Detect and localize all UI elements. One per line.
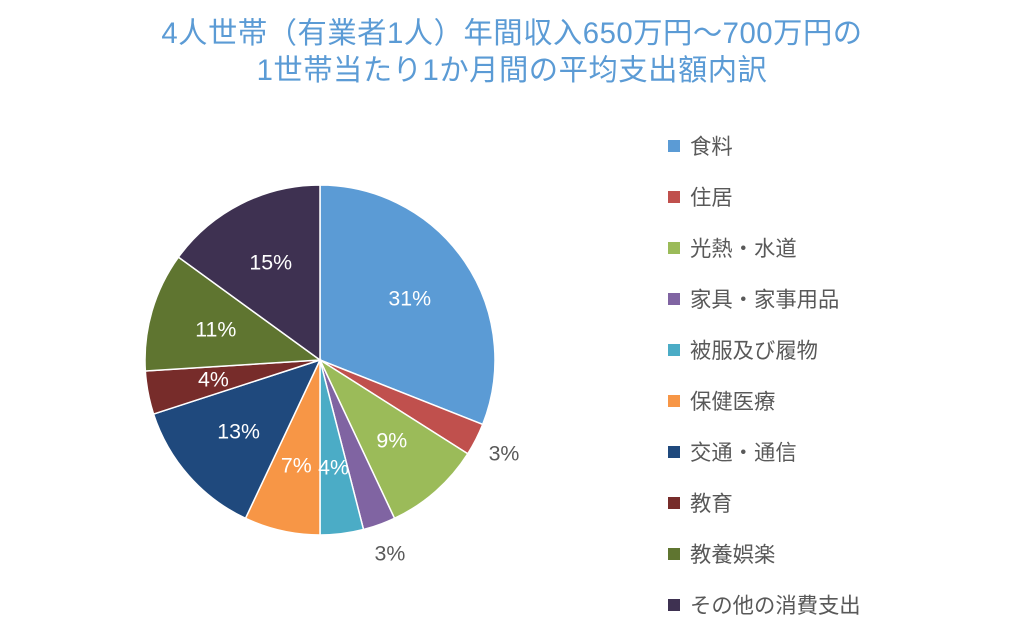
legend-item: 住居 [668,181,861,212]
legend-item: 保健医療 [668,385,861,416]
legend-label: 食料 [690,130,733,161]
legend-swatch [668,191,680,203]
chart-title-line1: 4人世帯（有業者1人）年間収入650万円～700万円の [0,16,1024,53]
legend-item: 教育 [668,487,861,518]
legend-label: 住居 [690,181,733,212]
pie-slice-label: 9% [376,429,407,454]
legend-swatch [668,395,680,407]
legend-swatch [668,548,680,560]
legend-label: 保健医療 [690,385,775,416]
pie-slice-label: 31% [388,287,431,312]
legend-item: 教養娯楽 [668,538,861,569]
legend-swatch [668,293,680,305]
pie-slice-label: 3% [375,542,406,567]
legend-item: 被服及び履物 [668,334,861,365]
pie-slice-label: 7% [281,453,312,478]
legend-item: 食料 [668,130,861,161]
legend-swatch [668,446,680,458]
pie-slice-label: 13% [217,419,260,444]
pie-slice-label: 4% [318,455,349,480]
pie-slice-label: 3% [489,441,520,466]
legend-label: 交通・通信 [690,436,797,467]
pie-plot: 31%3%9%3%4%7%13%4%11%15% [145,185,495,535]
legend-swatch [668,344,680,356]
legend-label: 教育 [690,487,733,518]
legend-item: 光熱・水道 [668,232,861,263]
pie-slice-label: 4% [198,368,229,393]
legend-item: その他の消費支出 [668,589,861,620]
legend-label: 教養娯楽 [690,538,775,569]
legend: 食料住居光熱・水道家具・家事用品被服及び履物保健医療交通・通信教育教養娯楽その他… [668,130,861,620]
chart-title: 4人世帯（有業者1人）年間収入650万円～700万円の 1世帯当たり1か月間の平… [0,16,1024,89]
legend-label: その他の消費支出 [690,589,861,620]
legend-swatch [668,497,680,509]
chart-title-line2: 1世帯当たり1か月間の平均支出額内訳 [0,53,1024,90]
legend-item: 交通・通信 [668,436,861,467]
legend-label: 被服及び履物 [690,334,818,365]
legend-swatch [668,140,680,152]
legend-label: 家具・家事用品 [690,283,839,314]
pie-slice-label: 15% [249,251,292,276]
pie-slice-label: 11% [195,317,236,342]
legend-label: 光熱・水道 [690,232,797,263]
legend-swatch [668,242,680,254]
legend-swatch [668,599,680,611]
legend-item: 家具・家事用品 [668,283,861,314]
pie-chart-container: 4人世帯（有業者1人）年間収入650万円～700万円の 1世帯当たり1か月間の平… [0,0,1024,622]
